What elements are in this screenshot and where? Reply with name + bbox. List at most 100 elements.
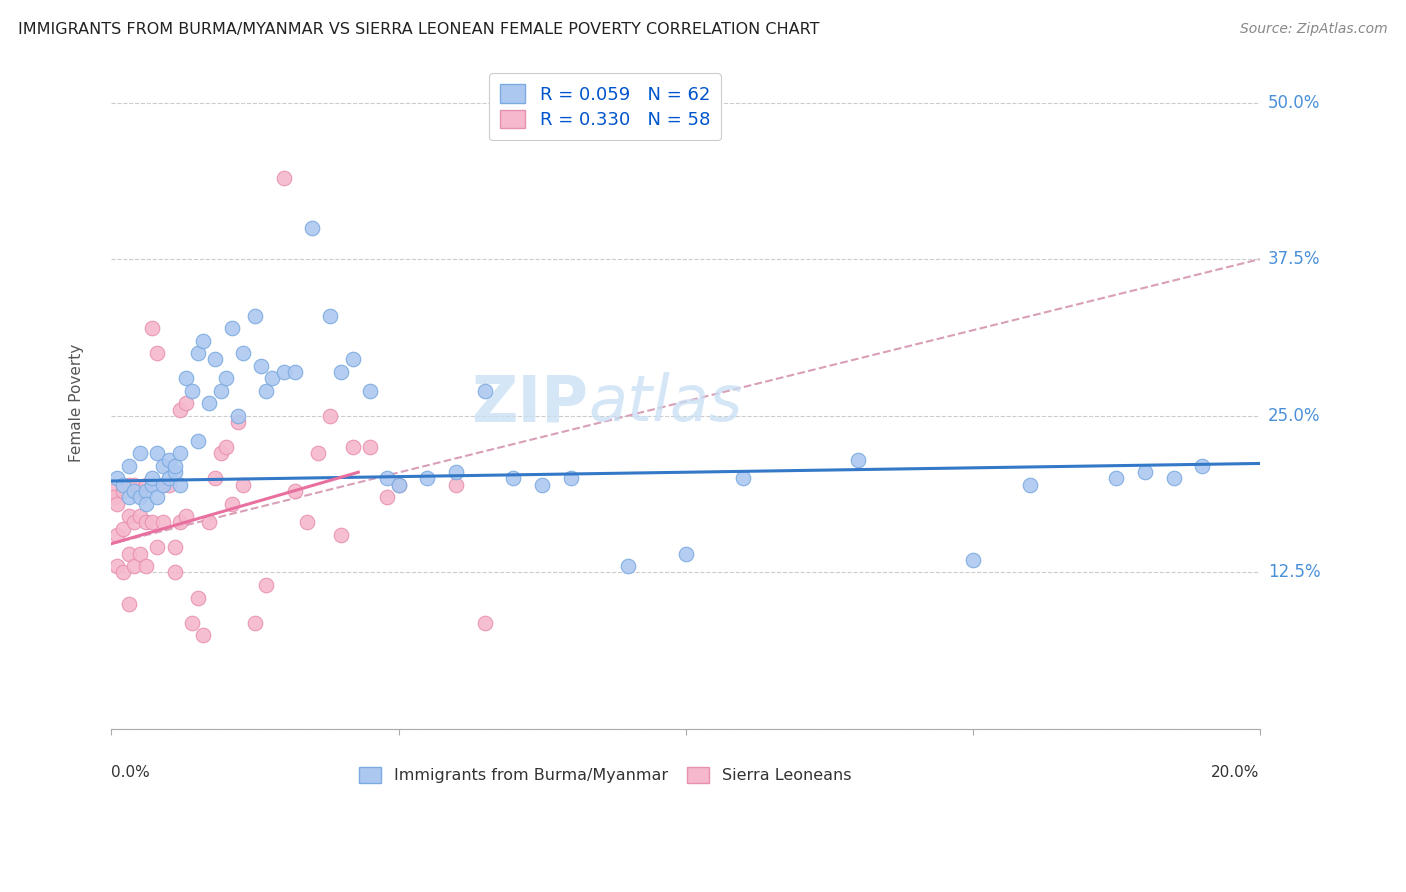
Point	[243, 309, 266, 323]
Point	[387, 477, 409, 491]
Point	[118, 509, 141, 524]
Point	[444, 477, 467, 491]
Point	[135, 497, 157, 511]
Point	[169, 477, 191, 491]
Point	[105, 471, 128, 485]
Point	[284, 483, 307, 498]
Text: 12.5%: 12.5%	[1268, 564, 1320, 582]
Text: IMMIGRANTS FROM BURMA/MYANMAR VS SIERRA LEONEAN FEMALE POVERTY CORRELATION CHART: IMMIGRANTS FROM BURMA/MYANMAR VS SIERRA …	[18, 22, 820, 37]
Point	[198, 516, 221, 530]
Point	[273, 365, 295, 379]
Point	[232, 477, 254, 491]
Point	[209, 384, 232, 398]
Point	[129, 491, 152, 505]
Point	[141, 471, 163, 485]
Point	[375, 471, 398, 485]
Point	[284, 365, 307, 379]
Point	[273, 170, 295, 185]
Point	[129, 547, 152, 561]
Point	[118, 547, 141, 561]
Point	[163, 541, 186, 555]
Point	[318, 409, 340, 423]
Point	[135, 516, 157, 530]
Point	[111, 483, 134, 498]
Point	[187, 434, 209, 448]
Point	[209, 446, 232, 460]
Point	[146, 446, 169, 460]
Point	[101, 483, 124, 498]
Text: Source: ZipAtlas.com: Source: ZipAtlas.com	[1240, 22, 1388, 37]
Point	[193, 334, 215, 348]
Point	[103, 491, 125, 505]
Point	[675, 547, 697, 561]
Text: Female Poverty: Female Poverty	[69, 344, 84, 462]
Point	[118, 491, 141, 505]
Point	[531, 477, 554, 491]
Point	[174, 371, 197, 385]
Point	[204, 352, 226, 367]
Point	[141, 477, 163, 491]
Point	[256, 578, 278, 592]
Point	[1163, 471, 1185, 485]
Point	[330, 528, 353, 542]
Point	[232, 346, 254, 360]
Point	[359, 440, 381, 454]
Point	[141, 321, 163, 335]
Point	[1191, 458, 1213, 473]
Point	[215, 371, 238, 385]
Text: 25.0%: 25.0%	[1268, 407, 1320, 425]
Point	[163, 465, 186, 479]
Text: 37.5%: 37.5%	[1268, 250, 1320, 268]
Point	[187, 591, 209, 605]
Point	[731, 471, 754, 485]
Point	[560, 471, 582, 485]
Point	[105, 497, 128, 511]
Point	[617, 559, 640, 574]
Point	[157, 477, 180, 491]
Text: 50.0%: 50.0%	[1268, 94, 1320, 112]
Point	[129, 446, 152, 460]
Point	[111, 566, 134, 580]
Point	[307, 446, 329, 460]
Point	[198, 396, 221, 410]
Legend: Immigrants from Burma/Myanmar, Sierra Leoneans: Immigrants from Burma/Myanmar, Sierra Le…	[349, 757, 862, 793]
Point	[152, 458, 174, 473]
Point	[387, 477, 409, 491]
Point	[226, 409, 249, 423]
Point	[226, 415, 249, 429]
Point	[174, 509, 197, 524]
Point	[141, 516, 163, 530]
Point	[146, 346, 169, 360]
Point	[118, 458, 141, 473]
Point	[962, 553, 984, 567]
Point	[163, 566, 186, 580]
Point	[416, 471, 439, 485]
Point	[256, 384, 278, 398]
Point	[169, 516, 191, 530]
Point	[204, 471, 226, 485]
Point	[111, 477, 134, 491]
Point	[1105, 471, 1128, 485]
Point	[118, 597, 141, 611]
Point	[375, 491, 398, 505]
Point	[262, 371, 284, 385]
Point	[124, 483, 146, 498]
Point	[135, 483, 157, 498]
Point	[249, 359, 271, 373]
Point	[135, 477, 157, 491]
Point	[152, 516, 174, 530]
Point	[187, 346, 209, 360]
Point	[295, 516, 318, 530]
Point	[359, 384, 381, 398]
Point	[169, 402, 191, 417]
Point	[243, 615, 266, 630]
Text: 20.0%: 20.0%	[1212, 765, 1260, 780]
Point	[135, 559, 157, 574]
Point	[215, 440, 238, 454]
Point	[342, 440, 364, 454]
Point	[180, 384, 202, 398]
Point	[124, 477, 146, 491]
Text: 0.0%: 0.0%	[111, 765, 150, 780]
Point	[111, 522, 134, 536]
Point	[193, 628, 215, 642]
